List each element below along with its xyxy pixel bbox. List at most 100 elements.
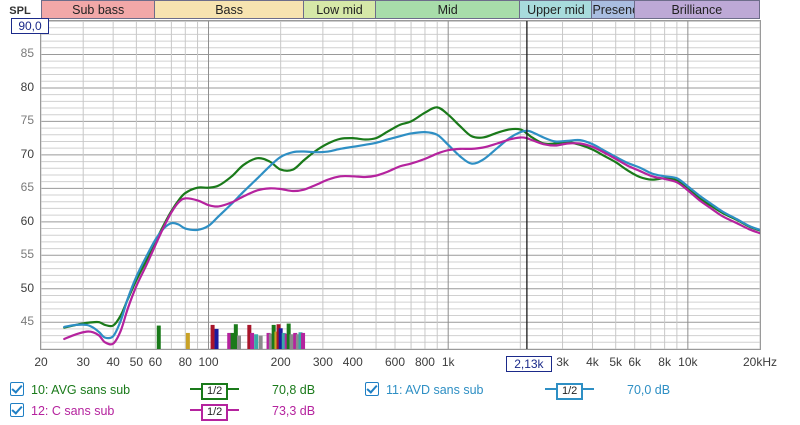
legend-label[interactable]: 10: AVG sans sub: [31, 383, 131, 397]
smoothing-control[interactable]: 1/2: [190, 380, 240, 400]
marker-bar: [268, 333, 273, 349]
band-sub-bass[interactable]: Sub bass: [41, 0, 156, 19]
x-tick-label: 800: [414, 355, 435, 369]
x-tick-label: 100: [198, 355, 219, 369]
marker-bar: [247, 324, 252, 349]
x-tick-label: 80: [178, 355, 192, 369]
grid-lines: [41, 21, 760, 349]
curve-11[interactable]: [63, 129, 760, 340]
y-tick-label: 55: [20, 247, 34, 262]
legend-label[interactable]: 12: C sans sub: [31, 404, 115, 418]
curve-12[interactable]: [63, 136, 760, 346]
legend-label[interactable]: 11: AVD sans sub: [386, 383, 484, 397]
marker-bar: [258, 335, 263, 349]
x-tick-label: 300: [312, 355, 333, 369]
spl-axis-label: SPL: [9, 5, 31, 17]
smoothing-control[interactable]: 1/2: [190, 401, 240, 421]
legend-checkbox[interactable]: [10, 403, 24, 417]
x-tick-label: 20: [34, 355, 48, 369]
x-cursor-value[interactable]: 2,13k: [505, 356, 552, 372]
smoothing-line-right: [583, 388, 595, 390]
smoothing-line-left: [190, 388, 201, 390]
legend: 10: AVG sans sub 1/2 70,8 dB 11: AVD sans s…: [0, 378, 800, 425]
x-tick-label: 3k: [556, 355, 569, 369]
y-tick-label: 70: [20, 146, 34, 161]
marker-bar: [274, 331, 279, 349]
y-tick-label: 65: [20, 180, 34, 195]
marker-bar: [281, 332, 286, 349]
x-tick-label: 200: [270, 355, 291, 369]
legend-checkbox[interactable]: [365, 382, 379, 396]
smoothing-value[interactable]: 1/2: [201, 383, 229, 400]
marker-bar: [233, 324, 238, 349]
band-label: Presenc: [592, 3, 635, 17]
y-tick-label: 60: [20, 213, 34, 228]
band-label: Brilliance: [671, 3, 723, 17]
x-tick-label: 10k: [678, 355, 698, 369]
marker-bar: [286, 323, 291, 349]
legend-db-value: 70,8 dB: [272, 383, 316, 397]
marker-bar: [210, 324, 215, 349]
plot-area[interactable]: [40, 20, 761, 350]
curve-10[interactable]: [63, 106, 760, 329]
marker-bar: [254, 334, 259, 349]
frequency-band-strip: SPL Sub bass Bass Low mid Mid Upper mid Prese…: [0, 0, 800, 19]
legend-row: 10: AVG sans sub: [10, 380, 130, 400]
x-tick-label: 5k: [609, 355, 623, 369]
marker-bar: [250, 332, 255, 349]
x-tick-label: 60: [148, 355, 163, 369]
x-tick-label: 50: [129, 355, 144, 369]
marker-bar: [301, 332, 306, 349]
marker-bar: [156, 325, 161, 349]
marker-bar: [276, 324, 281, 349]
smoothing-value[interactable]: 1/2: [556, 383, 584, 400]
marker-bar: [227, 332, 232, 349]
x-tick-label: 20kHz: [742, 355, 777, 369]
marker-bar: [278, 328, 283, 349]
y-tick-label: 45: [20, 314, 34, 329]
marker-bar: [289, 334, 294, 349]
smoothing-line-left: [190, 409, 201, 411]
smoothing-value[interactable]: 1/2: [201, 404, 229, 421]
y-cursor-value[interactable]: 90,0: [11, 18, 49, 34]
x-tick-label: 40: [106, 355, 120, 369]
smoothing-line-left: [545, 388, 556, 390]
band-label: Upper mid: [527, 3, 585, 17]
x-tick-label: 400: [342, 355, 363, 369]
marker-bar: [230, 332, 235, 349]
x-tick-label: 1k: [441, 355, 455, 369]
y-tick-label: 50: [20, 280, 34, 295]
band-label: Bass: [215, 3, 243, 17]
band-upper-mid[interactable]: Upper mid: [520, 0, 593, 19]
x-tick-label: 30: [76, 355, 90, 369]
curve-group: [63, 106, 760, 346]
smoothing-line-right: [228, 388, 240, 390]
x-tick-label: 4k: [586, 355, 599, 369]
y-tick-label: 80: [20, 79, 34, 94]
marker-bar: [185, 332, 190, 349]
y-tick-label: 75: [20, 113, 34, 128]
band-presenc[interactable]: Presenc: [592, 0, 635, 19]
band-bass[interactable]: Bass: [155, 0, 304, 19]
band-mid[interactable]: Mid: [376, 0, 521, 19]
legend-checkbox[interactable]: [10, 382, 24, 396]
band-brilliance[interactable]: Brilliance: [634, 0, 760, 19]
x-tick-label: 600: [385, 355, 406, 369]
marker-bar: [295, 334, 300, 349]
marker-bar: [298, 332, 303, 349]
smoothing-line-right: [228, 409, 240, 411]
frequency-marker-bars: [156, 323, 306, 349]
band-low-mid[interactable]: Low mid: [303, 0, 377, 19]
legend-row: 12: C sans sub: [10, 401, 114, 421]
marker-bar: [236, 335, 241, 349]
x-tick-label: 8k: [658, 355, 671, 369]
marker-bar: [293, 332, 298, 349]
marker-bar: [271, 324, 276, 349]
legend-db-value: 73,3 dB: [272, 404, 316, 418]
legend-row: 11: AVD sans sub: [365, 380, 484, 400]
x-tick-label: 6k: [628, 355, 642, 369]
smoothing-control[interactable]: 1/2: [545, 380, 595, 400]
band-label: Low mid: [316, 3, 363, 17]
marker-bar: [214, 328, 219, 349]
